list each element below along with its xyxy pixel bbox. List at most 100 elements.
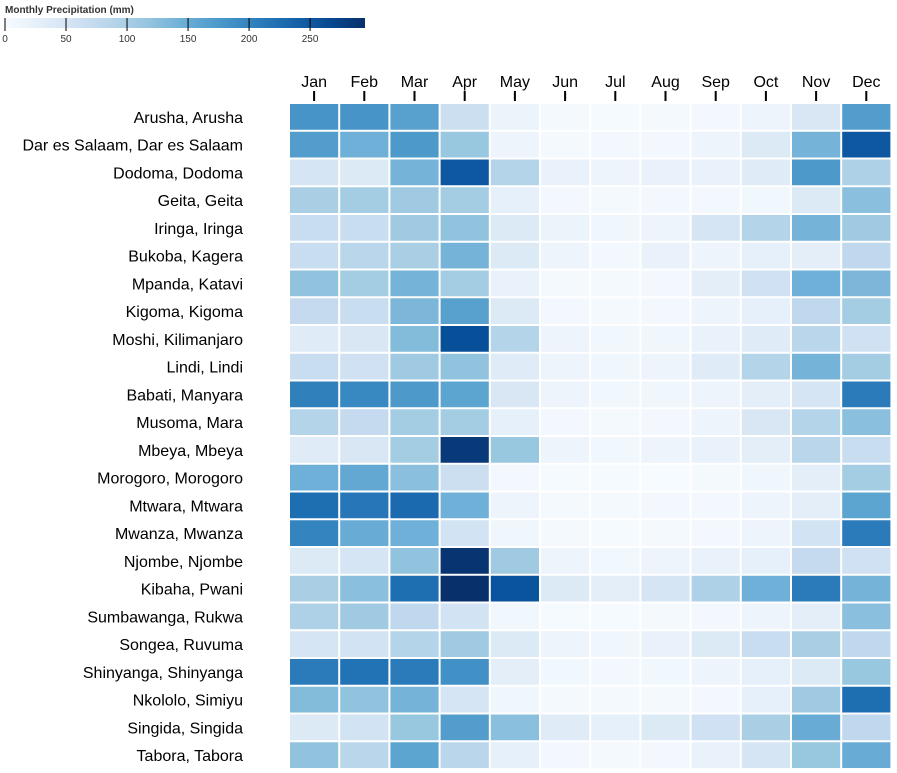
heatmap-cell [691,381,740,408]
heatmap-cell [641,575,690,602]
heatmap-cell [792,714,841,741]
heatmap-cell [541,686,590,713]
heatmap-cell [340,631,389,657]
heatmap-cell [440,159,489,186]
month-label-dec: Dec [852,74,880,91]
month-label-nov: Nov [802,74,830,91]
heatmap-cell [390,437,439,463]
heatmap-cell [741,742,790,768]
legend-tick-label: 0 [2,34,8,45]
heatmap-cell [842,187,891,213]
location-label: Njombe, Njombe [124,554,243,571]
heatmap-cell [290,548,339,574]
heatmap-cell [691,131,740,158]
heatmap-cell [741,381,790,408]
month-label-aug: Aug [651,74,679,91]
heatmap-cell [290,187,339,213]
heatmap-cell [691,742,740,768]
heatmap-cell [541,714,590,741]
heatmap-cell [290,215,339,241]
location-label: Mpanda, Katavi [132,276,243,293]
heatmap-cell [390,631,439,657]
heatmap-cell [390,520,439,546]
heatmap-cell [290,270,339,297]
heatmap-cell [490,742,539,768]
heatmap-cell [290,603,339,630]
heatmap-cell [290,326,339,352]
heatmap-cell [340,548,389,574]
heatmap-cell [641,159,690,186]
heatmap-cell [490,381,539,408]
heatmap-cell [842,714,891,741]
heatmap-cell [641,659,690,685]
heatmap-cell [541,492,590,519]
heatmap-cell [691,520,740,546]
heatmap-cell [390,353,439,380]
heatmap-cell [691,104,740,130]
location-label: Mbeya, Mbeya [138,443,243,460]
heatmap-cell [741,215,790,241]
heatmap-cell [792,131,841,158]
location-label: Morogoro, Morogoro [97,471,243,488]
heatmap-cell [490,104,539,130]
month-label-may: May [500,74,530,91]
legend-tick-label: 150 [180,34,197,45]
heatmap-cell [741,659,790,685]
heatmap-cell [390,242,439,269]
heatmap-cell [541,742,590,768]
heatmap-cell [490,492,539,519]
heatmap-cell [541,131,590,158]
heatmap-cell [541,659,590,685]
heatmap-cell [842,215,891,241]
heatmap-cell [842,437,891,463]
month-axis: Jan Feb Mar Apr May Jun Jul Aug Sep Oct Nov Dec [301,74,881,101]
heatmap-cell [792,575,841,602]
location-label: Musoma, Mara [136,415,243,432]
location-label: Arusha, Arusha [134,110,244,127]
heatmap-cell [390,131,439,158]
location-label: Bukoba, Kagera [128,249,243,266]
heatmap-cell [390,492,439,519]
heatmap-cell [741,548,790,574]
heatmap-cell [691,464,740,491]
heatmap-cell [741,353,790,380]
heatmap-cell [591,326,640,352]
heatmap-cell [340,131,389,158]
heatmap-cell [591,686,640,713]
heatmap-cell [741,464,790,491]
heatmap-cell [490,548,539,574]
heatmap-cell [340,492,389,519]
heatmap-cell [440,326,489,352]
heatmap-cell [591,548,640,574]
heatmap-cell [541,159,590,186]
heatmap-cell [842,409,891,435]
heatmap-cell [842,131,891,158]
heatmap-cell [741,631,790,657]
heatmap-cell [541,464,590,491]
location-label: Singida, Singida [127,720,243,737]
location-label: Mtwara, Mtwara [129,498,243,515]
location-label: Babati, Manyara [126,387,243,404]
heatmap-cell [792,298,841,324]
month-label-sep: Sep [701,74,730,91]
heatmap-cell [541,409,590,435]
heatmap-cell [290,353,339,380]
heatmap-cell [842,603,891,630]
heatmap-cell [741,242,790,269]
heatmap-cell [591,464,640,491]
heatmap-cell [541,298,590,324]
heatmap-cell [691,298,740,324]
heatmap-cell [591,353,640,380]
heatmap-cell [842,742,891,768]
heatmap-cell [641,714,690,741]
heatmap-cell [490,437,539,463]
heatmap-cell [792,159,841,186]
color-legend: Monthly Precipitation (mm) 0 50 100 150 200 2… [2,5,365,45]
heatmap-cell [490,242,539,269]
heatmap-cell [290,242,339,269]
legend-tick-label: 250 [302,34,319,45]
location-label: Moshi, Kilimanjaro [112,332,243,349]
heatmap-cell [490,631,539,657]
heatmap-cell [290,742,339,768]
